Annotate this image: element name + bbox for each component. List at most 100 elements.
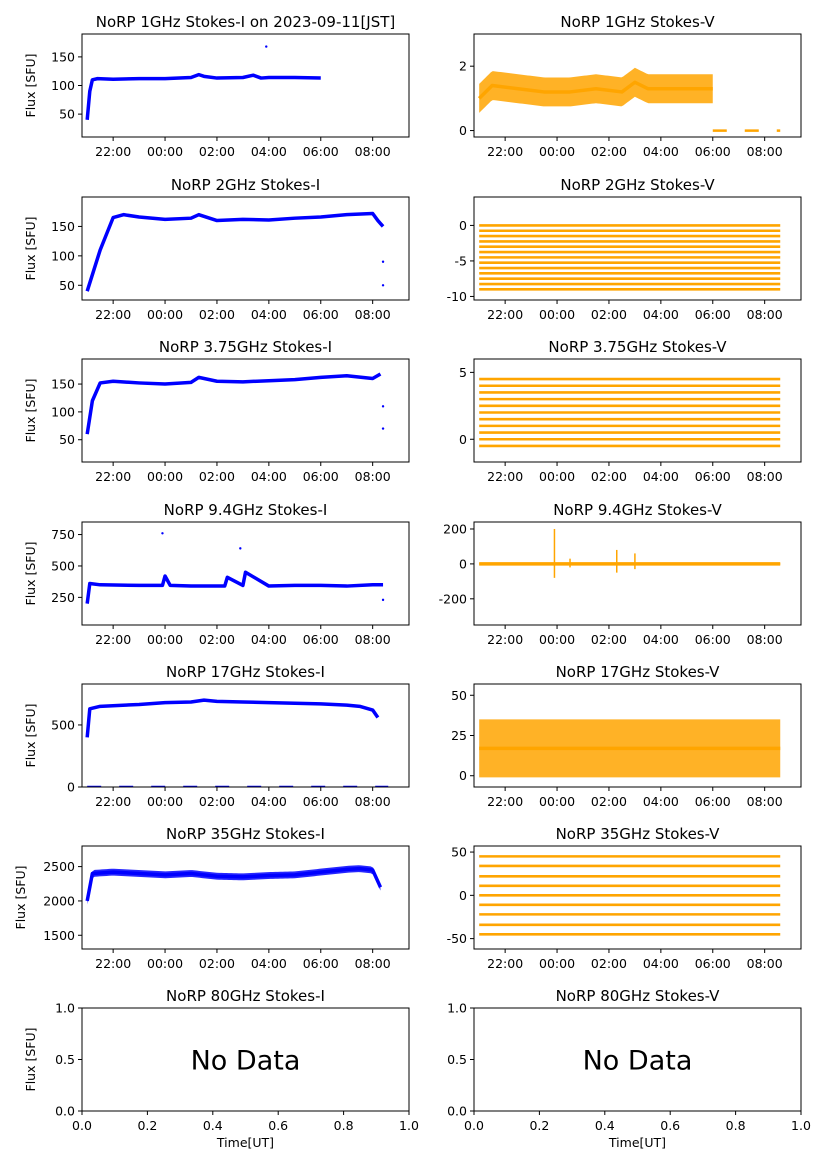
series-line: [85, 372, 382, 435]
outlier-point: [381, 405, 385, 408]
y-tick-label: 0.5: [55, 1052, 75, 1067]
y-tick-label: 5: [459, 365, 467, 380]
y-tick-label: 0: [459, 218, 467, 233]
x-tick-label: 06:00: [303, 632, 339, 647]
x-tick-label: 06:00: [695, 307, 731, 322]
y-tick-label: 750: [51, 527, 75, 542]
x-tick-label: 08:00: [355, 956, 391, 971]
x-tick-label: 06:00: [303, 794, 339, 809]
x-tick-label: 04:00: [251, 956, 287, 971]
axes-frame: [81, 845, 410, 950]
chart-title: NoRP 2GHz Stokes-V: [560, 176, 715, 194]
x-tick-label: 02:00: [199, 956, 235, 971]
y-tick-label: 50: [59, 107, 75, 122]
y-tick-label: 50: [451, 845, 467, 860]
x-tick-label: 22:00: [95, 307, 131, 322]
y-tick-label: 150: [51, 49, 75, 64]
x-tick-label: 22:00: [487, 632, 523, 647]
x-tick-label: 08:00: [355, 144, 391, 159]
x-tick-label: 00:00: [539, 632, 575, 647]
x-tick-label: 0.0: [464, 1118, 484, 1133]
plot-area: [479, 224, 781, 291]
chart-title: NoRP 17GHz Stokes-I: [166, 663, 325, 681]
y-axis-label: Flux [SFU]: [23, 54, 38, 118]
axes-frame: [81, 33, 410, 138]
y-tick-label: 150: [51, 219, 75, 234]
axes-frame: [81, 196, 410, 301]
y-axis-label: Flux [SFU]: [13, 866, 28, 930]
chart-panel-7: NoRP 9.4GHz Stokes-I 22:00 00:00 02:00 04:00…: [23, 501, 410, 647]
x-tick-label: 22:00: [95, 469, 131, 484]
outlier-point: [381, 260, 385, 263]
outlier-point: [265, 45, 268, 48]
chart-title: NoRP 80GHz Stokes-V: [556, 987, 721, 1005]
y-tick-label: 150: [51, 377, 75, 392]
x-tick-label: 0.6: [268, 1118, 288, 1133]
chart-title: NoRP 35GHz Stokes-I: [166, 825, 325, 843]
y-tick-label: 0.0: [447, 1104, 467, 1119]
x-tick-label: 00:00: [539, 144, 575, 159]
y-tick-label: 2: [459, 59, 467, 74]
y-tick-label: 0.0: [55, 1104, 75, 1119]
x-tick-label: 04:00: [643, 469, 679, 484]
series-line: [85, 698, 380, 738]
x-tick-label: 06:00: [303, 956, 339, 971]
x-tick-label: 0.2: [529, 1118, 549, 1133]
y-tick-label: 0.5: [447, 1052, 467, 1067]
x-tick-label: 00:00: [147, 469, 183, 484]
chart-panel-8: NoRP 9.4GHz Stokes-V 22:00 00:00 02:00 04:00…: [439, 501, 802, 647]
x-tick-label: 04:00: [643, 794, 679, 809]
y-tick-label: 0: [459, 556, 467, 571]
y-axis-label: Flux [SFU]: [23, 217, 38, 281]
x-tick-label: 00:00: [539, 956, 575, 971]
x-tick-label: 22:00: [487, 307, 523, 322]
axes-frame: [81, 683, 410, 788]
x-tick-label: 08:00: [747, 794, 783, 809]
x-tick-label: 0.4: [203, 1118, 223, 1133]
x-tick-label: 00:00: [147, 144, 183, 159]
series-line: [85, 866, 383, 902]
chart-panel-5: NoRP 3.75GHz Stokes-I 22:00 00:00 02:00 04:0…: [23, 338, 410, 484]
plot-area: [479, 719, 781, 778]
y-tick-label: 100: [51, 78, 75, 93]
x-tick-label: 08:00: [355, 307, 391, 322]
x-tick-label: 22:00: [487, 144, 523, 159]
x-tick-label: 0.4: [595, 1118, 615, 1133]
x-tick-label: 0.2: [137, 1118, 157, 1133]
x-tick-label: 02:00: [199, 469, 235, 484]
chart-title: NoRP 9.4GHz Stokes-V: [553, 501, 722, 519]
x-tick-label: 08:00: [355, 469, 391, 484]
chart-panel-2: NoRP 1GHz Stokes-V 22:00 00:00 02:00 04:00 06…: [459, 13, 802, 159]
y-axis-label: Flux [SFU]: [23, 542, 38, 606]
x-axis-label: Time[UT]: [216, 1135, 274, 1150]
x-tick-label: 06:00: [303, 144, 339, 159]
x-tick-label: 0.8: [334, 1118, 354, 1133]
x-tick-label: 00:00: [539, 307, 575, 322]
y-tick-label: -10: [447, 289, 467, 304]
no-data-message: No Data: [583, 1046, 693, 1077]
chart-panel-6: NoRP 3.75GHz Stokes-V 22:00 00:00 02:00 04:0…: [459, 338, 802, 484]
outlier-point: [381, 427, 385, 430]
x-tick-label: 04:00: [251, 632, 287, 647]
x-tick-label: 08:00: [355, 794, 391, 809]
x-tick-label: 22:00: [95, 794, 131, 809]
x-tick-label: 00:00: [539, 794, 575, 809]
y-tick-label: 100: [51, 404, 75, 419]
x-tick-label: 00:00: [539, 469, 575, 484]
chart-panel-9: NoRP 17GHz Stokes-I 22:00 00:00 02:00 04:00 0…: [23, 663, 410, 809]
plot-area: [85, 372, 385, 435]
x-tick-label: 02:00: [591, 632, 627, 647]
x-tick-label: 02:00: [591, 956, 627, 971]
y-tick-label: 500: [51, 558, 75, 573]
x-tick-label: 08:00: [747, 956, 783, 971]
plot-area: [85, 865, 383, 905]
y-tick-label: -5: [455, 253, 467, 268]
chart-title: NoRP 35GHz Stokes-V: [556, 825, 721, 843]
plot-area: [479, 377, 781, 448]
x-tick-label: 04:00: [251, 307, 287, 322]
x-tick-label: 02:00: [591, 794, 627, 809]
x-tick-label: 06:00: [695, 794, 731, 809]
y-tick-label: 100: [51, 248, 75, 263]
y-axis-label: Flux [SFU]: [23, 1028, 38, 1092]
